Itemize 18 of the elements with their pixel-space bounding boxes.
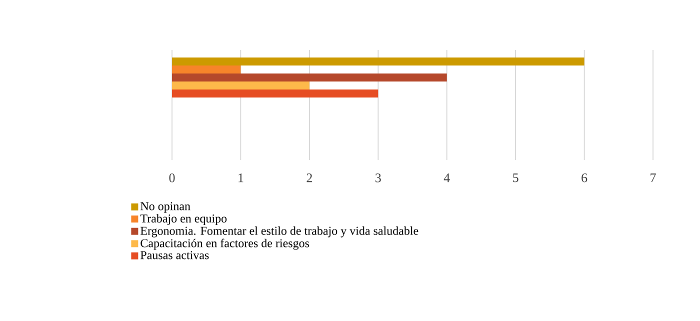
x-tick-label: 3 bbox=[376, 174, 381, 182]
legend-label: Pausas activas bbox=[140, 251, 209, 260]
bar bbox=[172, 58, 584, 66]
x-tick-label: 7 bbox=[650, 174, 656, 182]
bar bbox=[172, 74, 447, 82]
x-tick-label: 0 bbox=[169, 174, 175, 182]
bar bbox=[172, 90, 378, 98]
x-tick-label: 5 bbox=[513, 174, 518, 182]
legend-label: No opinan bbox=[140, 202, 190, 213]
x-tick-label: 6 bbox=[582, 174, 588, 182]
legend-label: Ergonomia. Fomentar el estilo de trabajo y vida saludable bbox=[140, 226, 418, 238]
x-tick-label: 1 bbox=[238, 174, 244, 182]
x-tick-label: 4 bbox=[444, 174, 450, 182]
bar bbox=[172, 66, 241, 74]
legend-label: Capacitación en factores de riesgos bbox=[140, 238, 310, 250]
legend-label: Trabajo en equipo bbox=[140, 214, 227, 225]
bar bbox=[172, 82, 310, 90]
x-tick-label: 2 bbox=[306, 174, 312, 182]
